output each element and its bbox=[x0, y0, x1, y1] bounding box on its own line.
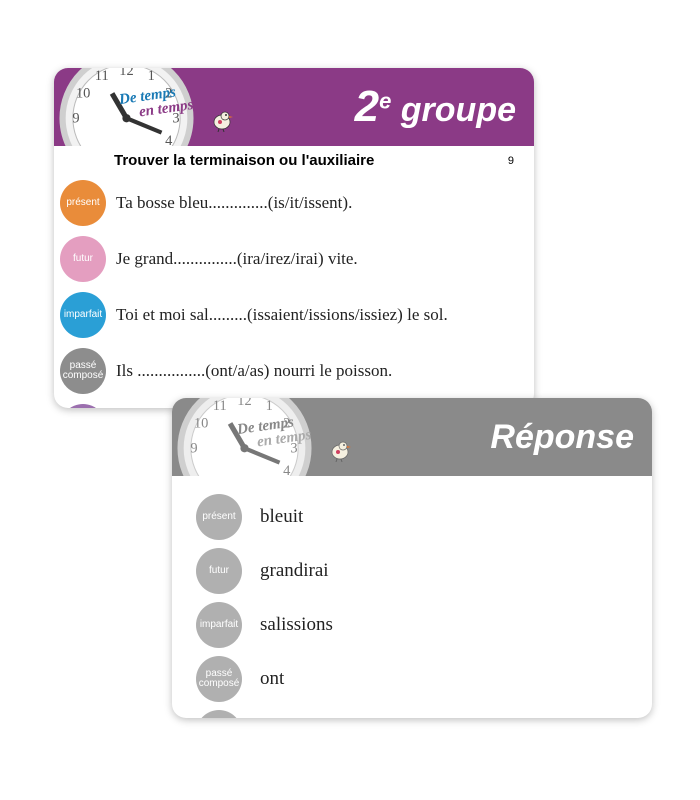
svg-text:9: 9 bbox=[190, 440, 197, 456]
answer-text: bleuit bbox=[260, 506, 303, 528]
answer-header-title: Réponse bbox=[490, 418, 634, 457]
question-header: 12 1 2 3 4 11 10 9 De temps en temps bbox=[54, 68, 534, 146]
badge-present: présent bbox=[60, 180, 106, 226]
badge-futur: futur bbox=[60, 236, 106, 282]
question-header-title: 2e groupe bbox=[355, 82, 516, 132]
question-row: imparfait Toi et moi sal.........(issaie… bbox=[60, 287, 524, 343]
badge-passe-simple: passé simple bbox=[196, 710, 242, 718]
question-subtitle: Trouver la terminaison ou l'auxiliaire bbox=[114, 152, 374, 169]
question-text: Ils ................(ont/a/as) nourri le… bbox=[116, 361, 392, 381]
answer-text: ont bbox=[260, 668, 284, 690]
question-row: passé composé Ils ................(ont/a… bbox=[60, 343, 524, 399]
badge-passe-compose: passé composé bbox=[196, 656, 242, 702]
svg-text:10: 10 bbox=[194, 416, 208, 432]
question-row: présent Ta bosse bleu..............(is/i… bbox=[60, 175, 524, 231]
svg-text:1: 1 bbox=[148, 68, 155, 84]
badge-imparfait: imparfait bbox=[60, 292, 106, 338]
badge-present: présent bbox=[196, 494, 242, 540]
header-word: groupe bbox=[401, 91, 516, 129]
answer-header: 12 1 2 3 4 11 10 9 De temps en temps bbox=[172, 398, 652, 476]
badge-passe-simple: passé simple bbox=[60, 404, 106, 408]
answer-rows: présent bleuit futur grandirai imparfait… bbox=[172, 476, 652, 718]
header-number: 2 bbox=[355, 82, 379, 131]
header-sup: e bbox=[379, 89, 391, 114]
svg-text:4: 4 bbox=[165, 133, 172, 146]
answer-row: futur grandirai bbox=[196, 544, 642, 598]
svg-text:12: 12 bbox=[237, 398, 251, 409]
badge-futur: futur bbox=[196, 548, 242, 594]
bird-icon bbox=[209, 108, 235, 137]
question-text: Je grand...............(ira/irez/irai) v… bbox=[116, 249, 358, 269]
svg-text:9: 9 bbox=[72, 110, 79, 126]
svg-text:10: 10 bbox=[76, 86, 90, 102]
answer-row: imparfait salissions bbox=[196, 598, 642, 652]
question-rows: présent Ta bosse bleu..............(is/i… bbox=[54, 173, 534, 408]
answer-card: 12 1 2 3 4 11 10 9 De temps en temps bbox=[172, 398, 652, 718]
answer-row: passé composé ont bbox=[196, 652, 642, 706]
question-subheader: Trouver la terminaison ou l'auxiliaire 9 bbox=[54, 146, 534, 173]
question-row: futur Je grand...............(ira/irez/i… bbox=[60, 231, 524, 287]
badge-label: passé composé bbox=[199, 669, 240, 690]
bird-icon bbox=[327, 438, 353, 467]
answer-text: grandirai bbox=[260, 560, 329, 582]
question-text: Toi et moi sal.........(issaient/issions… bbox=[116, 305, 448, 325]
badge-passe-compose: passé composé bbox=[60, 348, 106, 394]
question-text: Ta bosse bleu..............(is/it/issent… bbox=[116, 193, 352, 213]
question-card: 12 1 2 3 4 11 10 9 De temps en temps bbox=[54, 68, 534, 408]
svg-text:11: 11 bbox=[95, 68, 109, 84]
answer-text: salissions bbox=[260, 614, 333, 636]
svg-text:12: 12 bbox=[119, 68, 133, 79]
badge-imparfait: imparfait bbox=[196, 602, 242, 648]
question-number: 9 bbox=[508, 155, 514, 167]
answer-row: passé simple finit bbox=[196, 706, 642, 718]
answer-row: présent bleuit bbox=[196, 490, 642, 544]
svg-text:1: 1 bbox=[266, 398, 273, 414]
svg-text:4: 4 bbox=[283, 463, 290, 476]
badge-label: passé composé bbox=[63, 361, 104, 382]
svg-text:11: 11 bbox=[213, 398, 227, 414]
